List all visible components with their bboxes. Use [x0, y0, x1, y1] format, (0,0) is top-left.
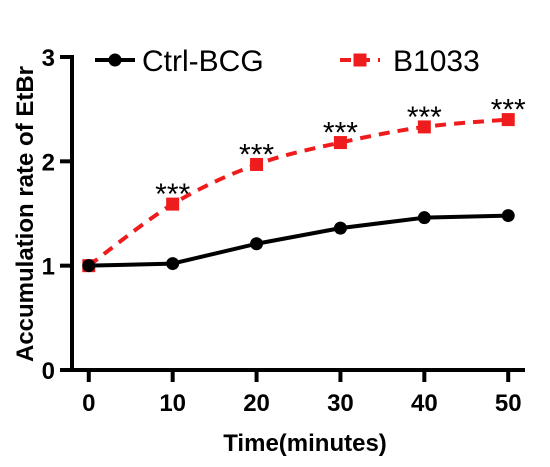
y-tick-label: 2 — [42, 149, 55, 176]
y-tick-label: 1 — [42, 254, 55, 281]
x-tick-label: 10 — [159, 390, 186, 417]
x-tick-label: 50 — [495, 390, 522, 417]
data-point-ctrl-bcg — [417, 211, 431, 225]
y-tick-label: 0 — [42, 358, 55, 385]
legend-marker-b1033 — [353, 53, 367, 67]
data-point-ctrl-bcg — [166, 257, 180, 271]
significance-label: *** — [491, 94, 526, 127]
x-tick-label: 40 — [411, 390, 438, 417]
series-line-b1033 — [87, 117, 509, 268]
data-point-ctrl-bcg — [82, 259, 96, 273]
data-point-ctrl-bcg — [333, 221, 347, 235]
data-point-b1033 — [250, 157, 264, 171]
data-point-ctrl-bcg — [250, 237, 264, 251]
legend-label-ctrl-bcg: Ctrl-BCG — [142, 45, 264, 78]
significance-label: *** — [155, 178, 190, 211]
x-tick-label: 30 — [327, 390, 354, 417]
y-axis-title: Accumulation rate of EtBr — [12, 66, 39, 362]
legend-marker-ctrl-bcg — [108, 53, 122, 67]
series-line-ctrl-bcg — [88, 213, 509, 268]
significance-label: *** — [323, 117, 358, 150]
series-layer — [82, 113, 515, 273]
data-point-ctrl-bcg — [501, 209, 515, 223]
data-point-b1033 — [333, 136, 347, 150]
significance-label: *** — [239, 138, 274, 171]
significance-label: *** — [407, 101, 442, 134]
annotation-layer: *** *** *** *** *** — [155, 94, 526, 212]
x-tick-label: 20 — [243, 390, 270, 417]
data-point-b1033 — [166, 197, 180, 211]
x-tick-label: 0 — [82, 390, 95, 417]
x-axis-title: Time(minutes) — [223, 430, 387, 457]
legend-label-b1033: B1033 — [393, 45, 480, 78]
legend: Ctrl-BCG B1033 — [95, 45, 480, 78]
y-tick-label: 3 — [42, 45, 55, 72]
data-point-b1033 — [417, 120, 431, 134]
data-point-b1033 — [501, 113, 515, 127]
